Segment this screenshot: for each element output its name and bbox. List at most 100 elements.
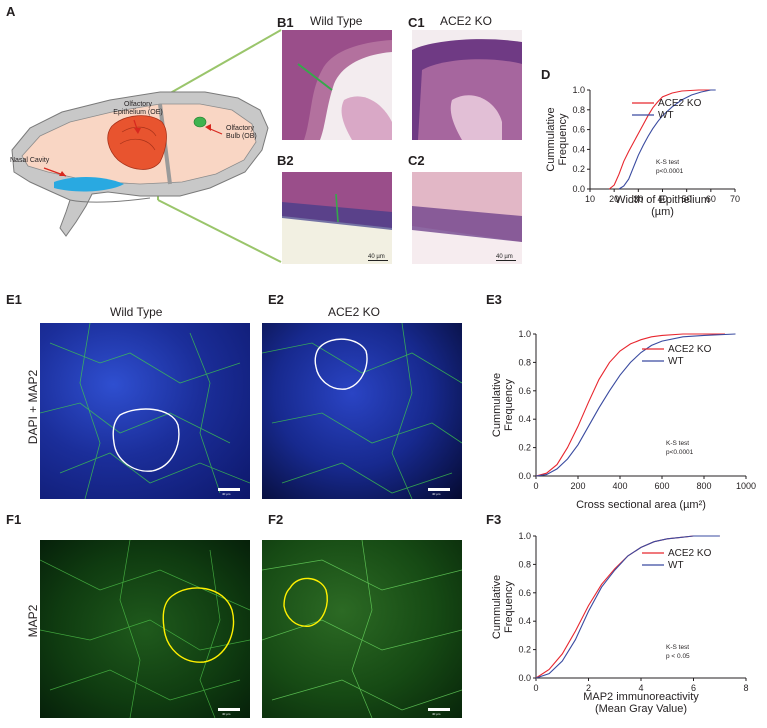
he-c2-scale-bar: [496, 260, 516, 261]
e3-x-tick-label: 1000: [736, 481, 756, 491]
he-image-c2-ace2-ko: [412, 172, 522, 264]
he-b1-measure-line: [297, 63, 333, 91]
label-nasal-cavity: Nasal Cavity: [10, 157, 50, 164]
title-c-ace2-ko: ACE2 KO: [440, 14, 493, 28]
d-x-tick-label: 40: [657, 194, 667, 204]
zoom-guide-top: [157, 29, 282, 101]
f3-y-axis-label: Cummulative: [491, 575, 503, 639]
he-image-b1-wild-type: [282, 30, 392, 140]
chart-e3-cross-sectional-area: 0 200 400 600 800 1000 0.0 0.2 0.4 0.6 0.8 1.0 ACE2 …: [491, 329, 756, 511]
title-b-wild-type: Wild Type: [310, 14, 363, 28]
panel-label-d: D: [541, 67, 551, 82]
d-y-tick-label: 0.6: [572, 125, 585, 135]
panel-label-e2: E2: [268, 292, 284, 307]
f2-scale-label: 40 µm: [432, 712, 441, 716]
f3-y-tick-label: 0.4: [518, 616, 531, 626]
panel-label-f1: F1: [6, 512, 22, 527]
olfactory-bulb-shape: [193, 116, 207, 128]
e3-stat-test: K-S test: [666, 440, 689, 447]
f3-y-tick-label: 0.6: [518, 588, 531, 598]
nasal-cavity-arrowhead: [59, 171, 66, 176]
zoom-guide-bottom: [157, 199, 282, 263]
label-oe-line2: Epithelium (OE): [113, 109, 162, 116]
d-y-tick-label: 1.0: [572, 85, 585, 95]
f3-x-tick-label: 0: [533, 683, 538, 693]
he-b2-scale-label: 40 µm: [368, 254, 385, 260]
e3-y-axis-label-2: Frequency: [503, 379, 515, 431]
confocal-f1-wild-type: [40, 540, 250, 718]
panel-label-b2: B2: [277, 153, 294, 168]
d-y-axis-label-2: Frequency: [557, 113, 569, 165]
he-b2-measure-line: [335, 193, 339, 223]
d-x-tick-label: 10: [585, 194, 595, 204]
e3-y-tick-label: 0.2: [518, 443, 531, 453]
e2-roi-outline: [314, 338, 368, 390]
d-series-line-ace2-ko: [608, 89, 711, 190]
nasal-anatomy-diagram: Nasal Cavity Olfactory Epithelium (OE) O…: [10, 29, 282, 263]
d-legend-label: WT: [658, 110, 674, 121]
e3-x-tick-label: 0: [533, 481, 538, 491]
f1-scale-label: 40 µm: [222, 712, 231, 716]
e2-scale-label: 40 µm: [432, 492, 441, 496]
he-b2-scale-bar: [368, 260, 388, 261]
e3-y-tick-label: 0.0: [518, 471, 531, 481]
f2-scale-bar: [428, 708, 450, 711]
d-x-axis-unit: (µm): [651, 206, 674, 218]
panel-label-f3: F3: [486, 512, 502, 527]
e3-x-tick-label: 800: [696, 481, 711, 491]
f3-x-axis-unit: (Mean Gray Value): [595, 703, 687, 715]
panel-label-b1: B1: [277, 15, 294, 30]
d-series-line-wt: [618, 89, 716, 190]
panel-label-e3: E3: [486, 292, 502, 307]
e3-x-axis-label: Cross sectional area (µm²): [576, 499, 706, 511]
e1-scale-label: 40 µm: [222, 492, 231, 496]
e2-scale-bar: [428, 488, 450, 491]
e3-series-line-ace2-ko: [535, 333, 725, 477]
label-ob-line2: Bulb (OB): [226, 133, 257, 140]
he-b1-lamina: [341, 96, 392, 140]
he-image-b2-wild-type: [282, 172, 392, 264]
f3-x-tick-label: 2: [586, 683, 591, 693]
f3-y-axis-label-2: Frequency: [503, 581, 515, 633]
row-label-dapi-map2: DAPI + MAP2: [26, 369, 40, 445]
e3-series-line-wt: [535, 333, 736, 477]
panel-label-c1: C1: [408, 15, 425, 30]
oe-arrowhead: [134, 128, 141, 134]
f3-x-tick-label: 8: [743, 683, 748, 693]
panel-label-f2: F2: [268, 512, 284, 527]
panel-label-a: A: [6, 4, 16, 19]
ob-arrowhead: [205, 124, 211, 131]
f3-legend-label: ACE2 KO: [668, 548, 712, 559]
d-stat-test: K-S test: [656, 159, 679, 166]
row-label-map2: MAP2: [26, 604, 40, 638]
label-oe-line1: Olfactory: [124, 101, 153, 108]
f1-roi-outline: [162, 587, 235, 663]
vomeronasal-region: [54, 177, 124, 192]
confocal-e2-ace2-ko: [262, 323, 462, 499]
panel-label-c2: C2: [408, 153, 425, 168]
e1-scale-bar: [218, 488, 240, 491]
f3-y-tick-label: 0.2: [518, 645, 531, 655]
e3-legend-label: ACE2 KO: [668, 344, 712, 355]
e3-x-tick-label: 200: [570, 481, 585, 491]
d-x-axis-label: Width of Epithelium: [615, 194, 710, 206]
e3-x-tick-label: 400: [612, 481, 627, 491]
e3-y-tick-label: 0.6: [518, 386, 531, 396]
e3-x-tick-label: 600: [654, 481, 669, 491]
f1-scale-bar: [218, 708, 240, 711]
he-c1-lamina: [450, 95, 502, 140]
e3-y-tick-label: 1.0: [518, 329, 531, 339]
d-y-tick-label: 0.8: [572, 105, 585, 115]
label-ob-line1: Olfactory: [226, 125, 255, 132]
confocal-e1-wild-type: [40, 323, 250, 499]
e3-stat-pvalue: p<0.0001: [666, 449, 694, 456]
f3-y-tick-label: 0.0: [518, 673, 531, 683]
e3-y-tick-label: 0.8: [518, 357, 531, 367]
d-stat-pvalue: p<0.0001: [656, 168, 684, 175]
d-x-tick-label: 50: [682, 194, 692, 204]
he-c2-scale-label: 40 µm: [496, 254, 513, 260]
d-y-tick-label: 0.2: [572, 164, 585, 174]
he-b1-tissue: [282, 30, 392, 140]
